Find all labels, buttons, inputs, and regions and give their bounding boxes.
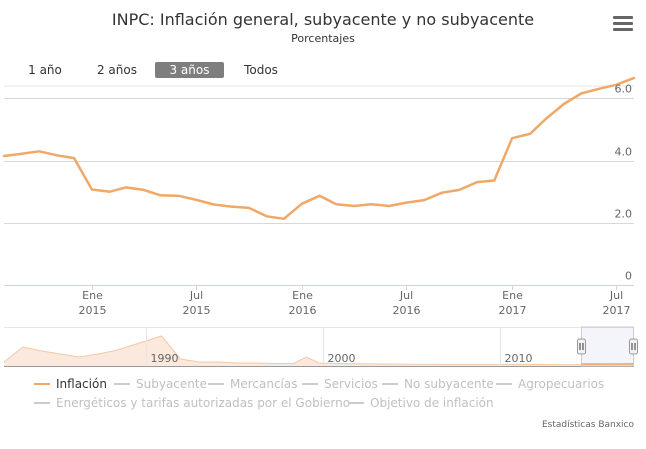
x-tick-label: 2015 [183, 304, 211, 317]
legend-label: Objetivo de inflación [370, 396, 494, 410]
legend-item-inflacion[interactable]: Inflación [34, 377, 107, 391]
x-axis-labels: Ene 2015 Jul 2015 Ene 2016 Jul 2016 Ene 2017 Jul 20… [79, 285, 631, 317]
y-tick-label: 4.0 [615, 146, 633, 159]
legend-swatch [348, 401, 364, 404]
legend-swatch [114, 382, 130, 385]
x-tick-label: 2016 [393, 304, 421, 317]
series-line-inflacion [2, 76, 636, 221]
legend-item-no-subyacente[interactable]: No subyacente [382, 377, 494, 391]
y-tick-label: 2.0 [615, 208, 633, 221]
x-tick-label: Ene [502, 289, 523, 302]
navigator-line [3, 335, 635, 366]
navigator-handle-right[interactable] [629, 338, 638, 355]
credits[interactable]: Estadísticas Banxico [541, 420, 634, 430]
x-tick-label: Jul [189, 289, 203, 302]
legend-label: Agropecuarios [518, 377, 605, 391]
legend-label: Mercancías [230, 377, 298, 391]
x-tick-label: 2017 [603, 304, 631, 317]
legend-item-energeticos[interactable]: Energéticos y tarifas autorizadas por el… [34, 396, 350, 410]
navigator-label: 2010 [505, 352, 533, 365]
y-tick-label: 0 [625, 270, 632, 283]
chart-subtitle: Porcentajes [291, 32, 355, 45]
legend-item-objetivo[interactable]: Objetivo de inflación [348, 396, 494, 410]
legend-swatch [34, 401, 50, 404]
navigator-handle-left[interactable] [577, 338, 586, 355]
chart-title: INPC: Inflación general, subyacente y no… [111, 10, 535, 29]
legend-item-agropecuarios[interactable]: Agropecuarios [496, 377, 604, 391]
x-tick-label: Ene [82, 289, 103, 302]
legend-swatch [208, 382, 224, 385]
legend-item-servicios[interactable]: Servicios [302, 377, 378, 391]
range-button-all[interactable]: Todos [244, 63, 278, 77]
navigator-label: 2000 [328, 352, 356, 365]
legend-item-mercancias[interactable]: Mercancías [208, 377, 298, 391]
range-button-3-years[interactable]: 3 años [155, 62, 224, 78]
legend-item-subyacente[interactable]: Subyacente [114, 377, 207, 391]
legend-swatch [382, 382, 398, 385]
y-tick-label: 6.0 [615, 83, 633, 96]
navigator-selection [581, 326, 634, 367]
legend-swatch [302, 382, 318, 385]
legend-label: Servicios [324, 377, 378, 391]
hamburger-menu-icon[interactable] [613, 16, 633, 33]
range-button-2-years[interactable]: 2 años [96, 63, 137, 77]
range-button-1-year[interactable]: 1 año [28, 63, 62, 77]
navigator: 1990 2000 2010 [3, 326, 638, 367]
x-tick-label: 2016 [289, 304, 317, 317]
legend-swatch [496, 382, 512, 385]
legend-label: Subyacente [136, 377, 207, 391]
x-tick-label: Ene [292, 289, 313, 302]
legend-label: Energéticos y tarifas autorizadas por el… [56, 396, 351, 410]
legend-label: Inflación [56, 377, 107, 391]
x-tick-label: 2015 [79, 304, 107, 317]
plot-series [2, 76, 636, 221]
legend-label: No subyacente [404, 377, 494, 391]
x-tick-label: Jul [609, 289, 623, 302]
x-tick-label: Jul [399, 289, 413, 302]
plot-grid [4, 85, 634, 286]
navigator-label: 1990 [151, 352, 179, 365]
navigator-area [4, 336, 634, 366]
legend-swatch [34, 382, 50, 385]
y-axis-labels: 0 2.0 4.0 6.0 [615, 83, 633, 283]
x-tick-label: 2017 [499, 304, 527, 317]
